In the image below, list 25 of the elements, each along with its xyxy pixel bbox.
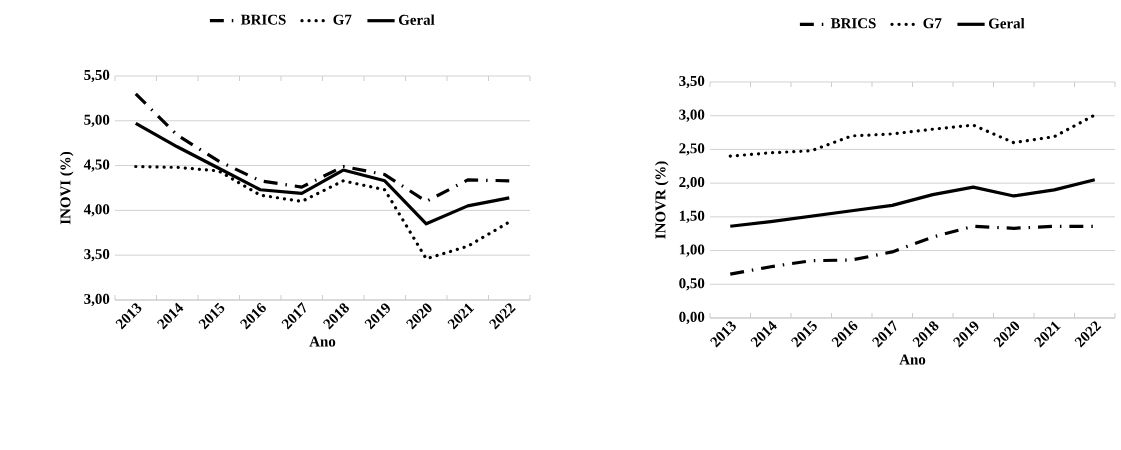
y-tick-label: 2,50 <box>679 143 705 156</box>
legend-label: BRICS <box>240 14 286 25</box>
y-tick-label: 3,00 <box>679 109 705 122</box>
y-axis-title: INOVI (%) <box>59 151 74 225</box>
y-tick-label: 3,50 <box>84 249 110 262</box>
legend-label: G7 <box>923 18 942 29</box>
y-tick-label: 4,00 <box>83 204 110 217</box>
legend-label: Geral <box>988 18 1025 29</box>
y-tick-label: 3,50 <box>679 75 705 89</box>
legend-label: G7 <box>333 14 352 25</box>
y-tick-label: 1,50 <box>679 210 705 223</box>
y-axis-title: INOVR (%) <box>654 161 669 239</box>
legend-label: Geral <box>398 14 435 25</box>
y-tick-label: 5,00 <box>84 114 110 127</box>
x-axis-title: Ano <box>899 354 926 365</box>
y-tick-label: 3,00 <box>84 293 110 307</box>
legend-label: BRICS <box>830 18 876 29</box>
y-tick-label: 0,50 <box>679 278 705 291</box>
y-tick-label: 4,50 <box>83 159 110 172</box>
y-tick-label: 2,00 <box>679 177 705 190</box>
x-axis-title: Ano <box>309 336 336 347</box>
y-tick-label: 1,00 <box>679 244 705 257</box>
y-tick-label: 0,00 <box>679 311 705 325</box>
y-tick-label: 5,50 <box>84 69 110 83</box>
line-series <box>728 113 1097 158</box>
